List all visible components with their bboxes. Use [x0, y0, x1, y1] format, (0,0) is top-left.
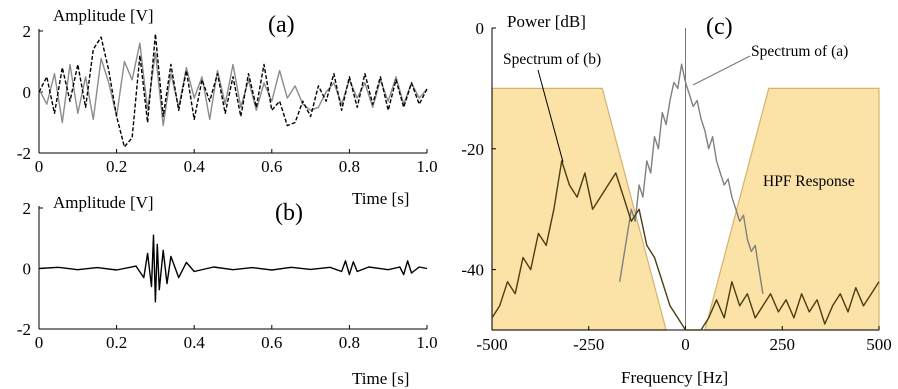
- panel-c-y-tick-label: -20: [461, 140, 484, 159]
- panel-a-x-tick-label: 1.0: [416, 157, 437, 176]
- panel-c-x-tick-label: 0: [681, 335, 690, 354]
- panel-b: 0 0.2 0.4 0.6 0.8 1.020-2 Amplitude [V] Time …: [17, 193, 438, 388]
- panel-a-x-tick-label: 0.4: [184, 157, 206, 176]
- panel-b-x-tick-label: 1.0: [416, 333, 437, 352]
- panel-a-xlabel: Time [s]: [352, 189, 409, 208]
- filter-band-right: [704, 87, 880, 331]
- panel-b-y-tick-label: 2: [23, 199, 32, 218]
- panel-a: 0 0.2 0.4 0.6 0.8 1.020-2 Amplitude [V] Time …: [17, 6, 438, 208]
- panel-a-x-tick-label: 0.6: [261, 157, 282, 176]
- panel-b-x-tick-label: 0.8: [339, 333, 360, 352]
- panel-a-ylabel: Amplitude [V]: [53, 6, 154, 25]
- panel-a-series-2-line: [38, 33, 428, 148]
- panel-c-series-1-line: [619, 63, 764, 294]
- panel-a-x-tick-label: 0.8: [339, 157, 360, 176]
- panel-c-x-tick-label: -500: [476, 335, 507, 354]
- annotation-spectrum-b: Spectrum of (b): [503, 51, 601, 68]
- panel-b-x-tick-label: 0.2: [106, 333, 127, 352]
- panel-c-x-tick-label: -250: [573, 335, 604, 354]
- annotation-spectrum-b-leader: [537, 69, 564, 163]
- panel-a-plot: 0 0.2 0.4 0.6 0.8 1.020-2: [17, 22, 438, 176]
- annotation-spectrum-a-leader: [692, 55, 751, 86]
- panel-c-xlabel: Frequency [Hz]: [621, 368, 728, 387]
- panel-a-y-tick-label: 2: [23, 22, 32, 41]
- panel-c-x-tick-label: 500: [866, 335, 892, 354]
- panel-a-x-tick-label: 0.2: [106, 157, 127, 176]
- annotation-spectrum-a: Spectrum of (a): [751, 43, 848, 60]
- panel-b-x-tick-label: 0: [35, 333, 44, 352]
- filter-band-left: [491, 87, 667, 331]
- annotation-hpf-response: HPF Response: [763, 173, 855, 190]
- panel-a-y-tick-label: 0: [23, 83, 32, 102]
- panel-c-label: (c): [706, 14, 733, 40]
- panel-c-y-tick-label: 0: [476, 19, 485, 38]
- panel-a-y-tick-label: -2: [17, 144, 31, 163]
- panel-c-plot: -500 -250 0 250 500 0 -20 -40: [461, 19, 891, 354]
- panel-c-x-tick-label: 250: [770, 335, 796, 354]
- panel-b-y-tick-label: -2: [17, 320, 31, 339]
- panel-a-x-tick-label: 0: [35, 157, 44, 176]
- panel-b-xlabel: Time [s]: [352, 369, 409, 388]
- panel-c-y-tick-label: -40: [461, 261, 484, 280]
- panel-b-ylabel: Amplitude [V]: [53, 193, 154, 212]
- panel-b-y-tick-label: 0: [23, 260, 32, 279]
- panel-c-ylabel: Power [dB]: [507, 12, 586, 31]
- panel-c-series-2-line: [491, 160, 880, 331]
- panel-a-label: (a): [268, 12, 295, 38]
- panel-b-plot: 0 0.2 0.4 0.6 0.8 1.020-2: [17, 199, 438, 352]
- panel-a-series-1-line: [38, 42, 428, 127]
- panel-b-series-1-line: [38, 234, 428, 303]
- panel-b-x-tick-label: 0.4: [184, 333, 206, 352]
- panel-b-label: (b): [275, 200, 303, 226]
- panel-b-x-tick-label: 0.6: [261, 333, 282, 352]
- panel-c: -500 -250 0 250 500 0 -20 -40 Power [dB] Freque…: [461, 12, 891, 387]
